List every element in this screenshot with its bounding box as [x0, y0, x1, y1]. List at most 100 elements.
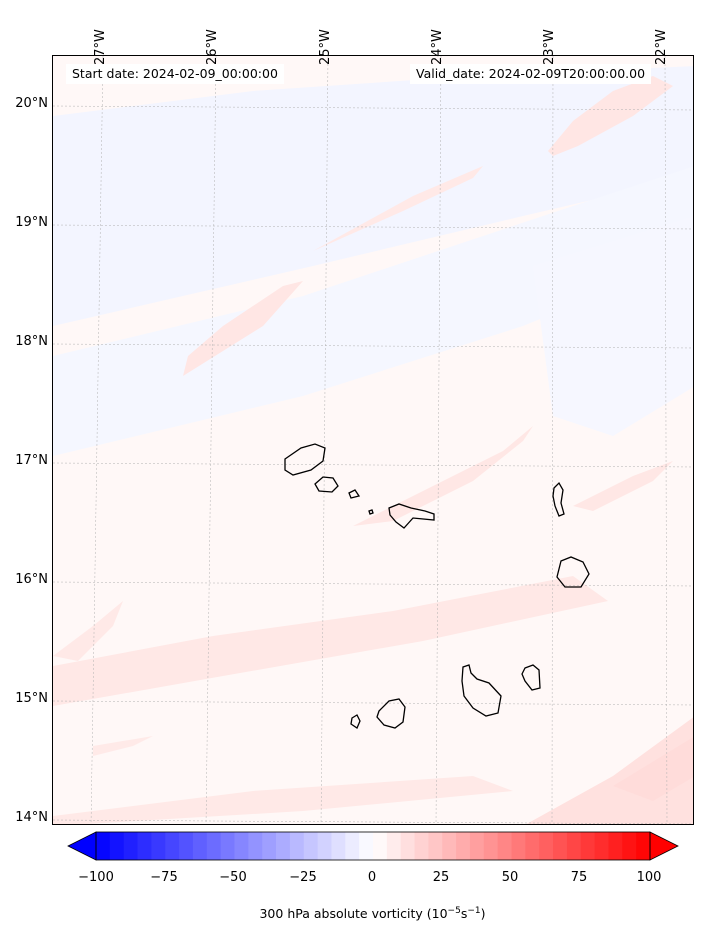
colorbar-cell — [386, 832, 402, 860]
colorbar-cell — [608, 832, 623, 860]
longitude-label: 22°W — [654, 29, 669, 65]
colorbar-tick-label: 100 — [636, 870, 662, 885]
colorbar-cell — [317, 832, 332, 860]
colorbar-cell — [234, 832, 249, 860]
negative-vorticity-band — [533, 216, 693, 436]
longitude-gridline — [205, 56, 217, 824]
latitude-label: 20°N — [15, 96, 48, 111]
colorbar-cell — [289, 832, 305, 860]
latitude-label: 18°N — [15, 334, 48, 349]
colorbar-cell — [248, 832, 263, 860]
colorbar-cell — [456, 832, 471, 860]
colorbar-label-unit: s — [460, 906, 468, 922]
colorbar-tick-label: −50 — [219, 870, 247, 885]
colorbar-tick-label: 50 — [501, 870, 519, 885]
longitude-gridline — [664, 56, 668, 824]
positive-vorticity-band — [313, 166, 483, 251]
positive-vorticity-band — [613, 737, 693, 801]
start-date-label: Start date: 2024-02-09_00:00:00 — [66, 64, 284, 84]
colorbar-cell — [220, 832, 235, 860]
colorbar-cell — [331, 832, 346, 860]
colorbar-label-prefix: 300 hPa absolute vorticity (10 — [259, 906, 448, 922]
positive-vorticity-band — [53, 776, 513, 824]
latitude-gridline — [53, 700, 693, 706]
colorbar-outline — [95, 831, 651, 861]
colorbar-cell — [123, 832, 139, 860]
positive-vorticity-band — [53, 576, 608, 706]
colorbar-cell — [179, 832, 194, 860]
colorbar-cell — [359, 832, 374, 860]
colorbar-label-exponent: −5 — [447, 906, 461, 916]
colorbar-cell — [497, 832, 512, 860]
longitude-label: 24°W — [430, 29, 445, 65]
longitude-gridline — [435, 56, 442, 824]
colorbar-cell — [525, 832, 540, 860]
colorbar-cell — [511, 832, 526, 860]
colorbar-cell — [636, 832, 651, 860]
colorbar-cell — [442, 832, 457, 860]
colorbar-tick-label: 0 — [367, 870, 377, 885]
colorbar-cell — [428, 832, 443, 860]
colorbar-cell — [414, 832, 429, 860]
island-sao-vicente — [314, 476, 339, 493]
longitude-gridline — [320, 56, 329, 824]
longitude-gridline — [551, 56, 554, 824]
colorbar-cell — [373, 832, 388, 860]
latitude-label: 15°N — [15, 691, 48, 706]
colorbar-cell — [109, 832, 125, 860]
colorbar-label: 300 hPa absolute vorticity (10−5s−1) — [0, 906, 703, 921]
negative-vorticity-band — [53, 66, 693, 326]
longitude-label: 23°W — [542, 29, 557, 65]
vorticity-map — [53, 56, 693, 824]
colorbar-tick-label: −25 — [289, 870, 317, 885]
latitude-gridline — [53, 105, 693, 111]
colorbar-cell — [622, 832, 637, 860]
colorbar-cell — [262, 832, 277, 860]
colorbar-cell — [594, 832, 609, 860]
colorbar-tick-label: 25 — [432, 870, 450, 885]
latitude-gridline — [53, 581, 693, 587]
colorbar-label-suffix: ) — [480, 906, 486, 922]
colorbar-cell — [151, 832, 166, 860]
colorbar-cell — [469, 832, 485, 860]
latitude-gridline — [53, 343, 693, 349]
island-santiago — [461, 664, 502, 717]
colorbar-cell — [96, 832, 111, 860]
colorbar-cell — [276, 832, 291, 860]
colorbar-label-unit-exponent: −1 — [467, 906, 481, 916]
colorbar-cell — [400, 832, 416, 860]
island-boa-vista — [556, 556, 590, 588]
map-panel — [52, 55, 694, 825]
longitude-gridline — [90, 56, 104, 824]
colorbar-cell — [580, 832, 596, 860]
latitude-label: 16°N — [15, 572, 48, 587]
latitude-label: 17°N — [15, 453, 48, 468]
latitude-label: 19°N — [15, 215, 48, 230]
longitude-label: 26°W — [205, 29, 220, 65]
positive-vorticity-band — [53, 601, 123, 661]
colorbar-tick-label: −75 — [150, 870, 178, 885]
island-sal — [552, 481, 565, 517]
latitude-gridline — [53, 224, 693, 230]
latitude-gridline — [53, 462, 693, 468]
positive-vorticity-band — [353, 426, 533, 526]
island-sao-nicolau — [388, 503, 435, 529]
colorbar-cell — [165, 832, 180, 860]
island-maio — [521, 664, 541, 691]
island-razo — [368, 509, 374, 515]
valid-date-label: Valid_date: 2024-02-09T20:00:00.00 — [410, 64, 652, 84]
island-santa-luzia — [348, 489, 361, 499]
positive-vorticity-band — [183, 281, 303, 376]
colorbar-tick-label: −100 — [78, 870, 114, 885]
vorticity-field — [53, 66, 693, 824]
positive-vorticity-band — [548, 76, 673, 156]
colorbar-cell — [553, 832, 568, 860]
longitude-label: 27°W — [93, 29, 108, 65]
positive-vorticity-band — [93, 736, 153, 756]
latitude-label: 14°N — [15, 810, 48, 825]
colorbar-cell — [539, 832, 554, 860]
colorbar-cell — [483, 832, 499, 860]
colorbar-cell — [303, 832, 319, 860]
colorbar-cell — [192, 832, 208, 860]
longitude-label: 25°W — [318, 29, 333, 65]
